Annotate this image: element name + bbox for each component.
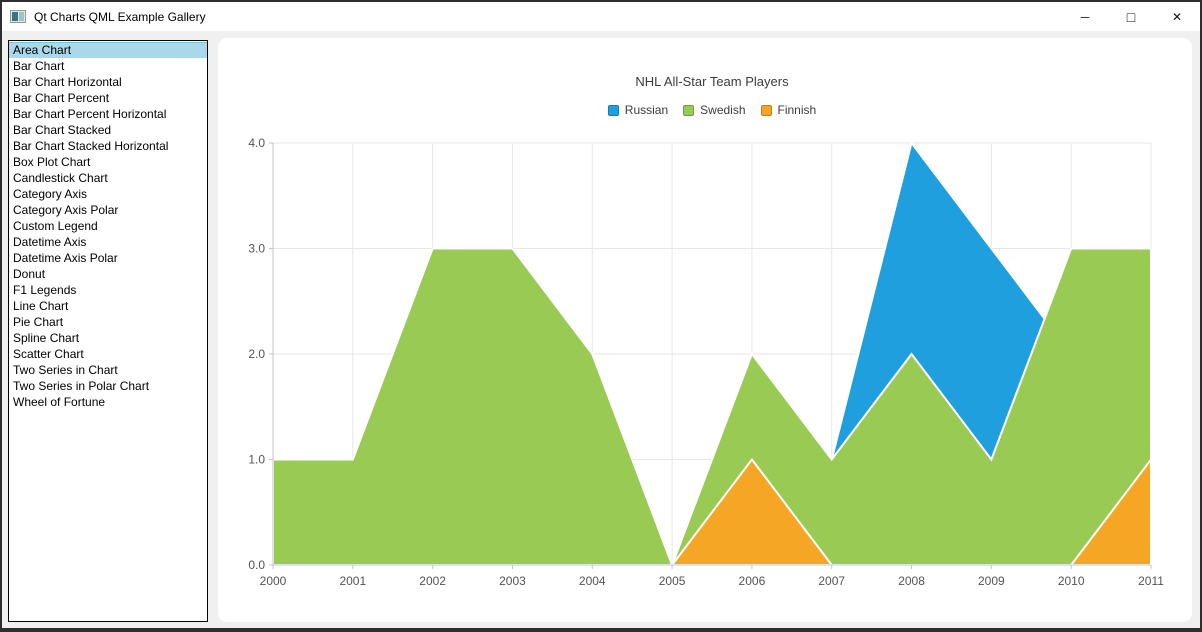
svg-text:2.0: 2.0 bbox=[248, 347, 265, 361]
sidebar-item-bar-chart-stacked-horizontal[interactable]: Bar Chart Stacked Horizontal bbox=[13, 139, 169, 153]
titlebar: Qt Charts QML Example Gallery ─ □ ✕ bbox=[2, 2, 1200, 31]
sidebar-item-category-axis-polar[interactable]: Category Axis Polar bbox=[13, 203, 119, 217]
sidebar-item-bar-chart-percent-horizontal[interactable]: Bar Chart Percent Horizontal bbox=[13, 107, 167, 121]
svg-text:2003: 2003 bbox=[499, 574, 526, 588]
svg-text:2002: 2002 bbox=[419, 574, 446, 588]
close-button[interactable]: ✕ bbox=[1171, 9, 1183, 24]
window-title: Qt Charts QML Example Gallery bbox=[34, 9, 206, 24]
svg-text:2008: 2008 bbox=[898, 574, 925, 588]
sidebar-item-box-plot-chart[interactable]: Box Plot Chart bbox=[13, 155, 91, 169]
sidebar-item-candlestick-chart[interactable]: Candlestick Chart bbox=[13, 171, 108, 185]
sidebar-item-area-chart[interactable]: Area Chart bbox=[9, 42, 207, 58]
sidebar-item-bar-chart-horizontal[interactable]: Bar Chart Horizontal bbox=[13, 75, 122, 89]
sidebar-item-f1-legends[interactable]: F1 Legends bbox=[13, 283, 77, 297]
legend-marker-finnish bbox=[760, 104, 772, 116]
chart-legend: Russian Swedish Finnish bbox=[273, 102, 1151, 118]
sidebar-item-category-axis[interactable]: Category Axis bbox=[13, 187, 88, 201]
svg-text:2004: 2004 bbox=[579, 574, 606, 588]
legend-marker-swedish bbox=[683, 104, 695, 116]
svg-text:2011: 2011 bbox=[1138, 574, 1164, 588]
caption-buttons: ─ □ ✕ bbox=[1062, 2, 1200, 31]
svg-text:2005: 2005 bbox=[659, 574, 686, 588]
chart-title: NHL All-Star Team Players bbox=[635, 74, 789, 89]
app-icon-block bbox=[12, 12, 18, 21]
sidebar-item-bar-chart-stacked[interactable]: Bar Chart Stacked bbox=[13, 123, 112, 137]
svg-text:0.0: 0.0 bbox=[248, 558, 265, 572]
sidebar-item-donut[interactable]: Donut bbox=[13, 267, 46, 281]
sidebar-item-two-series-in-polar-chart[interactable]: Two Series in Polar Chart bbox=[13, 379, 150, 393]
sidebar-item-spline-chart[interactable]: Spline Chart bbox=[13, 331, 80, 345]
example-list-panel: Area Chart Bar Chart Bar Chart Horizontal B… bbox=[8, 40, 208, 622]
example-list: Area Chart Bar Chart Bar Chart Horizontal B… bbox=[9, 41, 207, 410]
sidebar-item-line-chart[interactable]: Line Chart bbox=[13, 299, 69, 313]
legend-item-russian: Russian bbox=[607, 103, 669, 117]
sidebar-item-datetime-axis[interactable]: Datetime Axis bbox=[13, 235, 87, 249]
svg-text:4.0: 4.0 bbox=[248, 136, 265, 150]
maximize-button[interactable]: □ bbox=[1126, 8, 1136, 25]
sidebar-item-pie-chart[interactable]: Pie Chart bbox=[13, 315, 64, 329]
sidebar-item-bar-chart[interactable]: Bar Chart bbox=[13, 59, 65, 73]
legend-label: Swedish bbox=[700, 103, 746, 117]
area-chart-svg: 0.0 1.0 2.0 3.0 4.0 2000 2001 2002 2003 2004 2005 2… bbox=[248, 136, 1164, 588]
svg-text:2001: 2001 bbox=[339, 574, 366, 588]
sidebar-item-two-series-in-chart[interactable]: Two Series in Chart bbox=[13, 363, 118, 377]
svg-text:3.0: 3.0 bbox=[248, 242, 265, 256]
chart-view: 0.0 1.0 2.0 3.0 4.0 2000 2001 2002 2003 2004 2005 2… bbox=[218, 38, 1192, 622]
sidebar-item-scatter-chart[interactable]: Scatter Chart bbox=[13, 347, 84, 361]
content-area: Area Chart Bar Chart Bar Chart Horizontal B… bbox=[2, 31, 1200, 628]
sidebar-item-datetime-axis-polar[interactable]: Datetime Axis Polar bbox=[13, 251, 118, 265]
svg-text:2006: 2006 bbox=[739, 574, 766, 588]
svg-text:2009: 2009 bbox=[978, 574, 1005, 588]
legend-item-finnish: Finnish bbox=[760, 103, 817, 117]
svg-text:2000: 2000 bbox=[260, 574, 287, 588]
svg-text:2007: 2007 bbox=[818, 574, 845, 588]
sidebar-item-bar-chart-percent[interactable]: Bar Chart Percent bbox=[13, 91, 110, 105]
legend-label: Russian bbox=[624, 103, 669, 117]
svg-text:1.0: 1.0 bbox=[248, 453, 265, 467]
legend-label: Finnish bbox=[777, 103, 817, 117]
sidebar-item-wheel-of-fortune[interactable]: Wheel of Fortune bbox=[13, 395, 106, 409]
svg-text:2010: 2010 bbox=[1058, 574, 1085, 588]
minimize-button[interactable]: ─ bbox=[1080, 9, 1090, 24]
app-icon bbox=[10, 10, 26, 23]
sidebar-item-custom-legend[interactable]: Custom Legend bbox=[13, 219, 98, 233]
legend-marker-russian bbox=[607, 104, 619, 116]
app-icon-block bbox=[19, 12, 24, 21]
legend-item-swedish: Swedish bbox=[683, 103, 746, 117]
